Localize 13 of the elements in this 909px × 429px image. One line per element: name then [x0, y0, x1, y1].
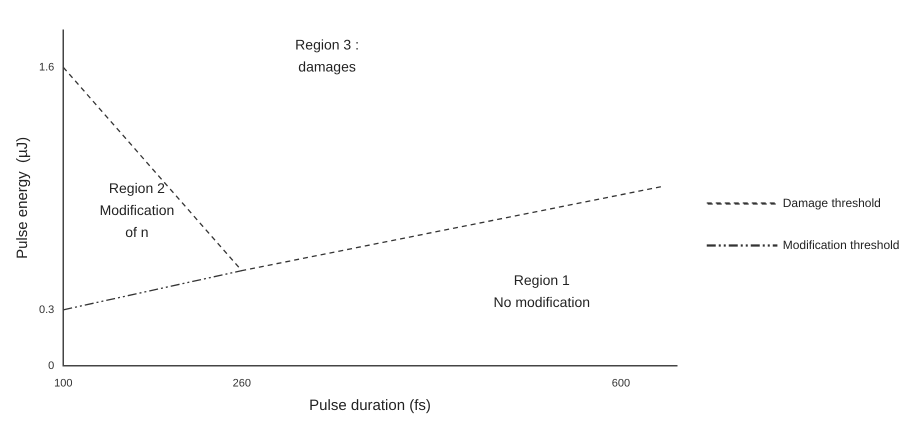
x-tick-label: 100 — [54, 377, 72, 390]
text: Modification threshold — [782, 238, 900, 252]
y-tick-label: 1.6 — [38, 61, 54, 74]
y-axis-title: Pulse energy (µJ) — [14, 136, 32, 259]
x-axis-title: Pulse duration (fs) — [309, 397, 431, 414]
annotation: Region 1 No modification — [494, 272, 590, 310]
annotation: Region 2 Modification of n — [100, 180, 174, 240]
y-tick-label: 0.3 — [38, 304, 54, 316]
text: Damage threshold — [782, 196, 881, 210]
annotation: Region 3 : damages — [295, 36, 359, 75]
x-tick-label: 260 — [232, 377, 251, 390]
y-tick-label: 0 — [48, 360, 54, 372]
x-tick-label: 600 — [612, 377, 630, 390]
